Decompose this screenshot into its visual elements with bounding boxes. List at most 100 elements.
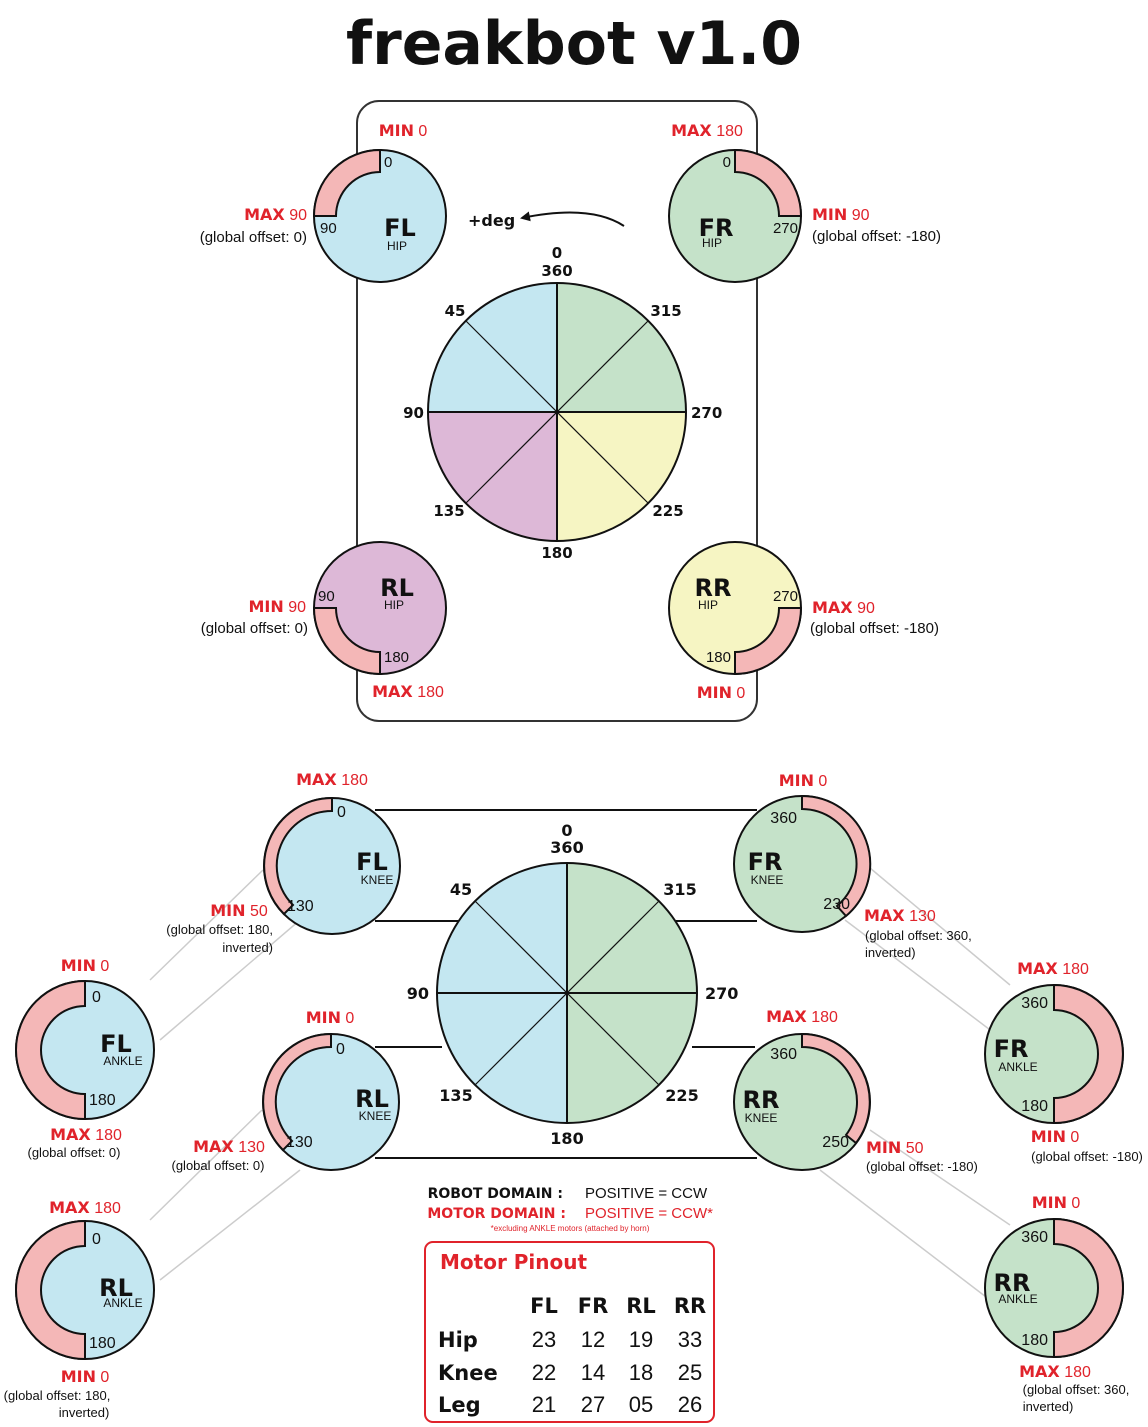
rr-hip-side-limit: MAX 90	[812, 598, 875, 617]
pinout-col-header: RL	[626, 1294, 656, 1318]
fr-hip-motor: 0 270 FR HIP	[668, 148, 803, 283]
pinout-cell: 22	[532, 1360, 556, 1385]
fl-knee-bottom-limit: MIN 50	[210, 901, 268, 920]
knee-angle-225: 225	[665, 1086, 698, 1105]
rl-hip-motor: 90 180 RL HIP	[312, 541, 447, 676]
knee-angle-180: 180	[550, 1129, 583, 1148]
fr-hip-top-limit: MAX 180	[671, 121, 743, 140]
rl-knee-name: RL	[355, 1085, 389, 1113]
rr-ankle-name: RR	[994, 1269, 1031, 1297]
pinout-row-label: Hip	[438, 1328, 478, 1352]
fl-knee-name: FL	[356, 848, 388, 876]
rr-hip-range-arc	[734, 607, 803, 676]
fl-ankle-name: FL	[100, 1030, 132, 1058]
fl-knee-range-arc	[263, 796, 333, 916]
domain-footnote: *excluding ANKLE motors (attached by hor…	[491, 1224, 650, 1233]
rr-hip-tick-b: 180	[706, 649, 731, 666]
table-row: Knee 22 14 18 25	[438, 1360, 702, 1385]
fr-knee-tick-a: 360	[770, 810, 797, 827]
fl-ankle-part: ANKLE	[103, 1054, 142, 1068]
fr-ankle-range-arc	[1053, 983, 1124, 1125]
pinout-col-header: FR	[578, 1294, 609, 1318]
fr-ankle-offset: (global offset: -180)	[1031, 1149, 1143, 1164]
rl-ankle-name: RL	[99, 1274, 133, 1302]
hip-angle-45: 45	[445, 302, 466, 320]
rr-knee-tick-a: 360	[770, 1046, 797, 1063]
fl-knee-offset-line2: inverted)	[222, 940, 273, 955]
rr-hip-motor: 270 180 RR HIP	[668, 541, 803, 676]
rl-hip-bottom-limit: MAX 180	[372, 682, 444, 701]
pinout-cell: 05	[629, 1392, 653, 1417]
pinout-cell: 27	[581, 1392, 605, 1417]
fl-hip-side-limit: MAX 90	[244, 205, 307, 224]
pinout-cell: 26	[678, 1392, 702, 1417]
robot-body-outline	[356, 100, 758, 722]
rr-knee-top-limit: MAX 180	[766, 1007, 838, 1026]
fl-hip-part: HIP	[387, 239, 407, 253]
pinout-cell: 12	[581, 1327, 605, 1352]
hip-angle-360: 360	[541, 262, 572, 280]
fl-knee-offset-line1: (global offset: 180,	[166, 922, 273, 937]
rr-ankle-bottom-limit: MAX 180	[1019, 1362, 1091, 1381]
fl-knee-tick-b: 130	[287, 898, 314, 915]
fl-knee-motor: 0 130 FL KNEE	[263, 796, 401, 935]
table-row: Hip 23 12 19 33	[438, 1327, 702, 1352]
fr-knee-part: KNEE	[751, 873, 784, 887]
hip-angle-225: 225	[652, 502, 683, 520]
fr-ankle-name: FR	[994, 1035, 1029, 1063]
motor-pinout-table: Motor Pinout FL FR RL RR Hip 23 12 19 33…	[424, 1241, 715, 1423]
rr-knee-bottom-limit: MIN 50	[866, 1138, 924, 1157]
hip-angle-0: 0	[552, 244, 562, 262]
rl-knee-tick-b: 130	[286, 1134, 313, 1151]
hip-angle-180: 180	[541, 544, 572, 562]
rl-ankle-offset-line2: inverted)	[59, 1405, 110, 1420]
motor-domain-label: MOTOR DOMAIN :	[427, 1206, 566, 1222]
rr-ankle-motor: 360 180 RR ANKLE	[984, 1217, 1124, 1359]
fl-ankle-range-arc	[15, 979, 86, 1121]
pinout-row-label: Knee	[438, 1361, 498, 1385]
fl-hip-offset: (global offset: 0)	[200, 229, 307, 246]
knee-angle-360: 360	[550, 838, 583, 857]
rl-hip-name: RL	[380, 574, 414, 602]
fl-ankle-tick-b: 180	[89, 1092, 116, 1109]
pinout-cell: 23	[532, 1327, 556, 1352]
pinout-row-label: Leg	[438, 1393, 481, 1417]
fr-hip-part: HIP	[702, 236, 722, 250]
fl-ankle-tick-a: 0	[92, 989, 101, 1006]
robot-domain-value: POSITIVE = CCW	[585, 1185, 708, 1202]
rl-hip-side-limit: MIN 90	[248, 597, 306, 616]
fr-ankle-motor: 360 180 FR ANKLE	[984, 983, 1124, 1125]
rl-knee-offset: (global offset: 0)	[172, 1158, 265, 1173]
fl-ankle-offset: (global offset: 0)	[28, 1145, 121, 1160]
rl-knee-bottom-limit: MAX 130	[193, 1137, 265, 1156]
fr-ankle-tick-a: 360	[1021, 995, 1048, 1012]
knee-angle-90: 90	[407, 984, 429, 1003]
page-title: freakbot v1.0	[346, 9, 802, 79]
fl-hip-tick-b: 90	[320, 220, 337, 237]
leg-connector-lines	[149, 867, 1011, 1301]
rr-ankle-offset-line2: inverted)	[1023, 1399, 1074, 1414]
pinout-cell: 18	[629, 1360, 653, 1385]
rr-ankle-part: ANKLE	[998, 1292, 1037, 1306]
fr-knee-offset-line1: (global offset: 360,	[865, 928, 972, 943]
rl-ankle-part: ANKLE	[103, 1296, 142, 1310]
hip-angle-270: 270	[691, 404, 722, 422]
rl-hip-range-arc	[312, 607, 381, 676]
rl-ankle-top-limit: MAX 180	[49, 1198, 121, 1217]
pinout-col-header: FL	[530, 1294, 558, 1318]
rr-ankle-tick-a: 360	[1021, 1229, 1048, 1246]
knee-angle-315: 315	[663, 880, 696, 899]
table-row: Leg 21 27 05 26	[438, 1392, 702, 1417]
rl-hip-tick-b: 180	[384, 649, 409, 666]
rl-ankle-tick-a: 0	[92, 1231, 101, 1248]
fl-hip-range-arc	[312, 148, 381, 217]
rr-ankle-tick-b: 180	[1021, 1332, 1048, 1349]
rl-hip-offset: (global offset: 0)	[201, 620, 308, 637]
fr-hip-side-limit: MIN 90	[812, 205, 870, 224]
knee-angle-270: 270	[705, 984, 738, 1003]
knee-angle-0: 0	[561, 821, 572, 840]
fl-ankle-bottom-limit: MAX 180	[50, 1125, 122, 1144]
fr-knee-top-limit: MIN 0	[779, 771, 828, 790]
fr-hip-name: FR	[699, 214, 734, 242]
